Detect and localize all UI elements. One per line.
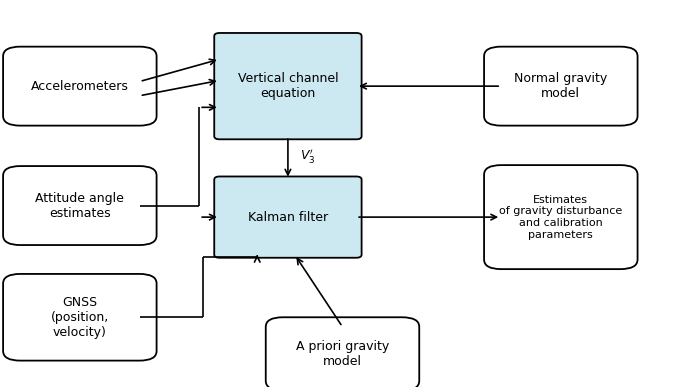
FancyBboxPatch shape — [3, 47, 157, 126]
Text: GNSS
(position,
velocity): GNSS (position, velocity) — [51, 296, 109, 339]
Text: Attitude angle
estimates: Attitude angle estimates — [36, 192, 124, 220]
FancyBboxPatch shape — [266, 317, 419, 388]
FancyBboxPatch shape — [3, 274, 157, 360]
FancyBboxPatch shape — [484, 47, 638, 126]
FancyBboxPatch shape — [484, 165, 638, 269]
Text: $V_3'$: $V_3'$ — [300, 147, 316, 165]
Text: A priori gravity
model: A priori gravity model — [296, 340, 389, 368]
Text: Kalman filter: Kalman filter — [248, 211, 328, 223]
Text: Estimates
of gravity disturbance
and calibration
parameters: Estimates of gravity disturbance and cal… — [499, 195, 623, 239]
Text: Accelerometers: Accelerometers — [31, 80, 129, 93]
FancyBboxPatch shape — [3, 166, 157, 245]
Text: Vertical channel
equation: Vertical channel equation — [238, 72, 338, 100]
Text: Normal gravity
model: Normal gravity model — [514, 72, 608, 100]
FancyBboxPatch shape — [214, 33, 362, 139]
FancyBboxPatch shape — [214, 177, 362, 258]
